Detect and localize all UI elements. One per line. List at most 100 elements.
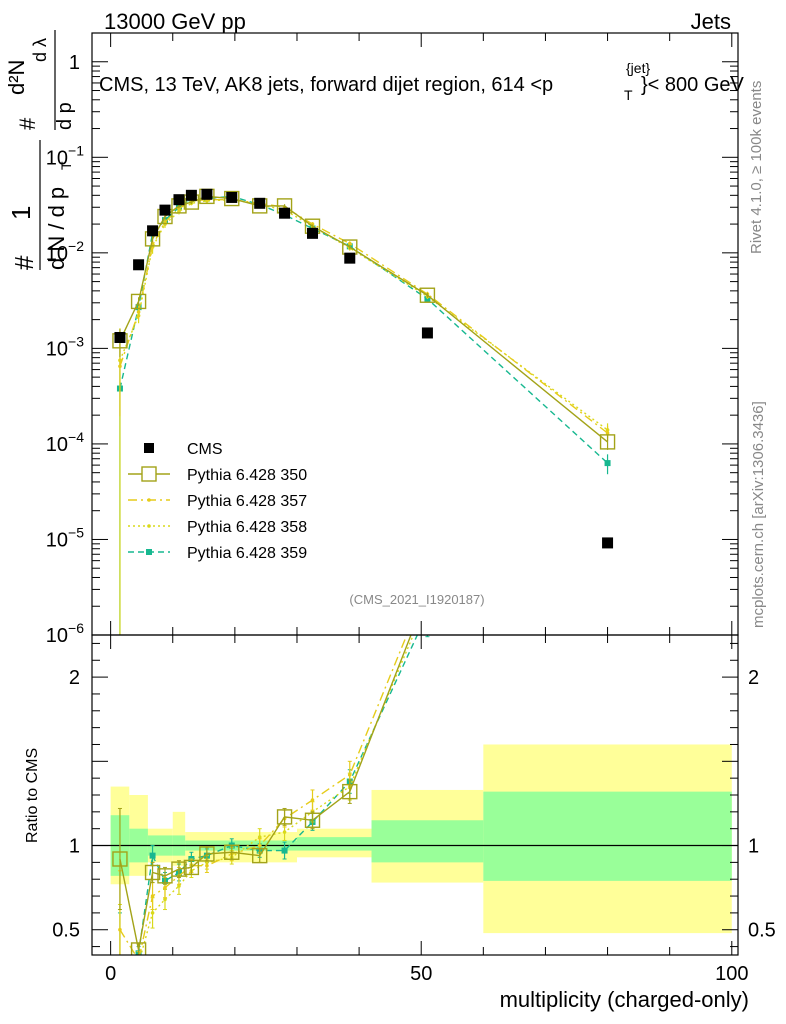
- main-x-ticks: [110, 33, 733, 635]
- cms-point-13: [602, 537, 614, 549]
- legend-marker-4: [146, 549, 152, 555]
- ratio-point-2-8: [257, 843, 262, 848]
- mcplots-label: mcplots.cern.ch [arXiv:1306.3436]: [750, 401, 767, 628]
- legend-marker-0: [144, 443, 154, 453]
- main-ytick-label-6: 1: [69, 52, 80, 74]
- y-label-dlambda: d λ: [30, 38, 50, 62]
- legend-label-3: Pythia 6.428 358: [187, 519, 307, 536]
- ratio-line-4: [134, 635, 419, 955]
- main-ytick-label-exp-3: −3: [68, 333, 84, 349]
- legend-marker-1: [141, 466, 157, 482]
- y-label-one: 1: [6, 206, 36, 220]
- x-axis-label: multiplicity (charged-only): [500, 987, 749, 1012]
- ratio-point-1-2: [144, 864, 161, 881]
- cms-point-4: [173, 194, 185, 206]
- cms-point-3: [159, 204, 171, 216]
- ratio-band-inner-5: [296, 837, 372, 851]
- ratio-line-1: [119, 635, 412, 951]
- x-tick-label-0: 0: [105, 963, 116, 985]
- ratio-point-2-3: [163, 885, 167, 890]
- header-right: Jets: [691, 9, 731, 34]
- analysis-tag: (CMS_2021_I1920187): [349, 592, 484, 607]
- chart-title-end: }< 800 GeV: [641, 74, 745, 96]
- main-panel: 10−610−510−410−310−210−11 CMS, 13 TeV, A…: [46, 32, 745, 647]
- cms-point-5: [185, 189, 197, 201]
- cms-point-10: [307, 227, 319, 239]
- legend-label-4: Pythia 6.428 359: [187, 545, 307, 562]
- ratio-y-label: Ratio to CMS: [24, 748, 41, 843]
- ratio-point-2-1: [137, 958, 141, 962]
- series-line-2: [119, 198, 608, 434]
- ratio-point-2-6: [205, 863, 209, 868]
- header-left: 13000 GeV pp: [104, 9, 246, 34]
- ratio-point-1-1: [130, 942, 147, 955]
- ratio-point-1-7: [224, 844, 240, 860]
- main-ytick-label-exp-2: −4: [68, 429, 84, 445]
- ratio-point-4-0: [117, 960, 123, 966]
- series-point-2-1: [136, 310, 141, 314]
- cms-point-12: [421, 327, 433, 339]
- ratio-point-2-0: [118, 927, 122, 932]
- series-line-1: [119, 195, 608, 443]
- ratio-point-2-11: [347, 772, 352, 777]
- chart-title: CMS, 13 TeV, AK8 jets, forward dijet reg…: [99, 60, 745, 103]
- x-tick-label-2: 100: [715, 963, 748, 985]
- main-ytick-label-exp-5: −1: [68, 142, 84, 158]
- ratio-line-2: [119, 635, 408, 955]
- ratio-point-3-1: [137, 962, 141, 966]
- ratio-point-1-0: [112, 851, 128, 867]
- y-label-dN: d N / d p: [44, 187, 69, 270]
- ratio-ytick-label-1: 1: [69, 836, 80, 858]
- cms-point-11: [344, 252, 356, 264]
- ratio-point-2-2: [150, 894, 155, 898]
- main-ytick-label-base-4: 10: [46, 243, 68, 265]
- legend-label-1: Pythia 6.428 350: [187, 467, 307, 484]
- cms-point-8: [254, 197, 266, 209]
- cms-point-6: [201, 188, 213, 200]
- y-label-d2N: d²N: [4, 60, 29, 95]
- main-ytick-label-exp-4: −2: [68, 238, 84, 254]
- y-axis-label: # 1 d N / d p T # d²N d p d λ: [4, 30, 76, 270]
- ratio-point-4-2: [149, 852, 156, 859]
- y-label-hash-2: #: [15, 117, 40, 130]
- legend-label-0: CMS: [187, 441, 223, 458]
- ratio-panel: 0.5 0.5 1 1 2 2 Ratio to CMS: [24, 583, 776, 966]
- ratio-point-3-9: [282, 830, 287, 834]
- x-tick-label-1: 50: [410, 963, 432, 985]
- ratio-ytick-label-right-1: 1: [748, 836, 759, 858]
- series-point-2-13: [605, 431, 610, 435]
- ratio-ytick-label-0: 0.5: [52, 920, 80, 942]
- y-label-dpT: d p: [54, 102, 76, 130]
- main-ytick-label-3: 10−3: [46, 333, 84, 360]
- y-label-sub-T: T: [58, 161, 74, 170]
- ratio-point-4-12: [424, 610, 430, 616]
- series-point-1-1: [130, 293, 147, 310]
- series-point-2-4: [177, 206, 181, 211]
- cms-point-2: [147, 225, 159, 237]
- cms-point-0: [114, 331, 126, 343]
- legend-marker-3: [147, 524, 151, 528]
- series-point-1-7: [224, 190, 240, 207]
- main-ytick-label-5: 10−1: [46, 142, 84, 169]
- ratio-x-ticks: [110, 635, 733, 955]
- ratio-point-3-0: [118, 962, 122, 966]
- series-point-1-12: [419, 287, 436, 303]
- rivet-label: Rivet 4.1.0, ≥ 100k events: [748, 81, 765, 254]
- cms-point-7: [226, 191, 238, 203]
- ratio-bands: [92, 744, 738, 934]
- main-ytick-label-1: 10−5: [46, 524, 84, 551]
- ratio-point-3-3: [163, 897, 167, 902]
- ratio-point-2-10: [310, 798, 315, 802]
- main-ytick-label-2: 10−4: [46, 429, 84, 456]
- chart-title-main: CMS, 13 TeV, AK8 jets, forward dijet reg…: [99, 74, 553, 96]
- cms-point-9: [279, 207, 291, 219]
- series-line-4: [119, 195, 609, 464]
- series-point-2-0: [118, 364, 122, 369]
- ratio-y-ticks: 0.5 0.5 1 1 2 2: [52, 642, 776, 948]
- ratio-point-2-12: [426, 583, 430, 587]
- main-ytick-label-exp-1: −5: [68, 524, 84, 540]
- legend-marker-2: [147, 498, 151, 502]
- main-ytick-label-base-0: 10: [46, 625, 68, 647]
- ratio-point-1-5: [183, 859, 200, 876]
